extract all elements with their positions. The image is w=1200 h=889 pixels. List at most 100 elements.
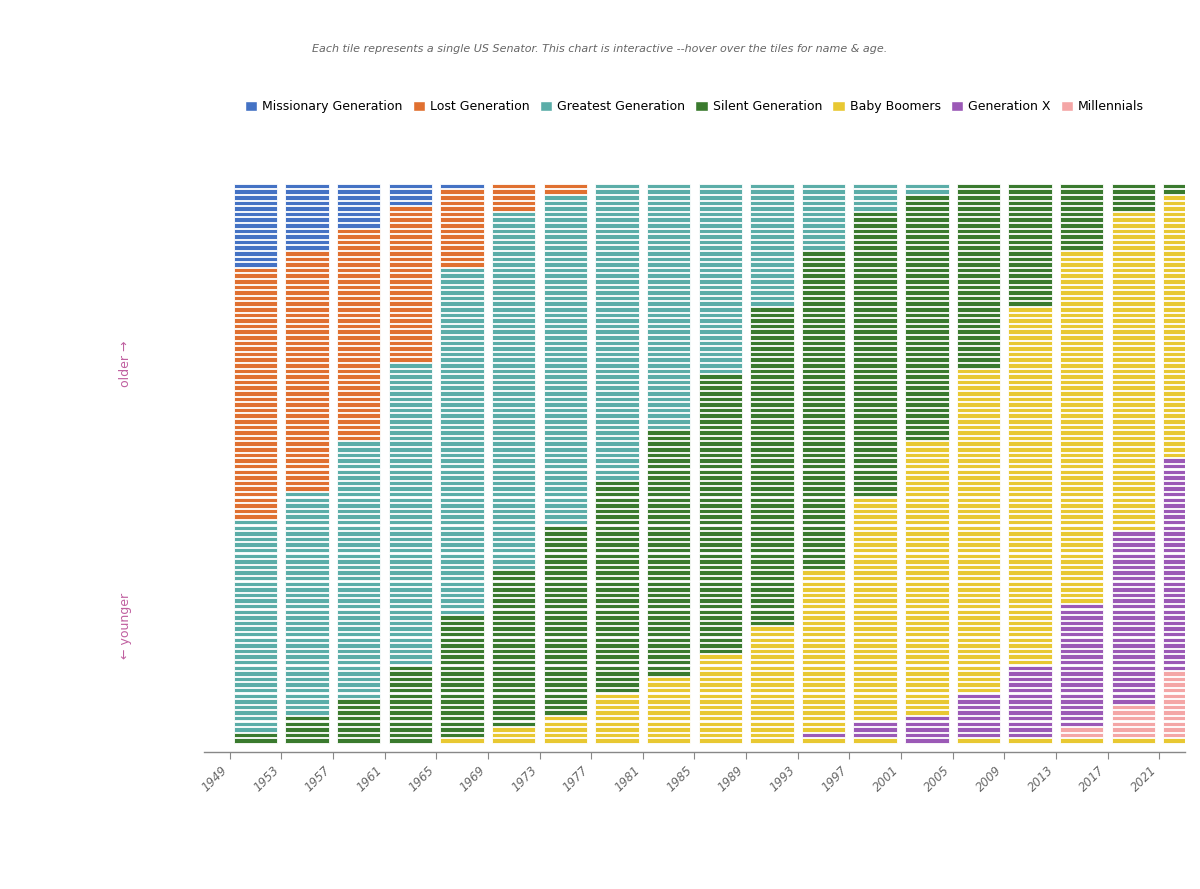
FancyBboxPatch shape <box>647 481 690 485</box>
FancyBboxPatch shape <box>337 352 380 356</box>
FancyBboxPatch shape <box>1008 593 1051 597</box>
FancyBboxPatch shape <box>234 223 277 228</box>
FancyBboxPatch shape <box>1163 257 1200 261</box>
FancyBboxPatch shape <box>1008 581 1051 586</box>
FancyBboxPatch shape <box>492 571 535 575</box>
FancyBboxPatch shape <box>492 621 535 625</box>
FancyBboxPatch shape <box>234 615 277 620</box>
FancyBboxPatch shape <box>337 340 380 345</box>
FancyBboxPatch shape <box>440 235 484 239</box>
FancyBboxPatch shape <box>802 296 845 300</box>
FancyBboxPatch shape <box>698 340 742 345</box>
FancyBboxPatch shape <box>337 654 380 659</box>
FancyBboxPatch shape <box>698 425 742 429</box>
FancyBboxPatch shape <box>698 693 742 698</box>
FancyBboxPatch shape <box>337 419 380 423</box>
FancyBboxPatch shape <box>1163 716 1200 720</box>
FancyBboxPatch shape <box>853 245 896 250</box>
FancyBboxPatch shape <box>1008 666 1051 670</box>
FancyBboxPatch shape <box>802 279 845 284</box>
FancyBboxPatch shape <box>698 688 742 693</box>
FancyBboxPatch shape <box>1111 610 1156 614</box>
FancyBboxPatch shape <box>492 688 535 693</box>
FancyBboxPatch shape <box>956 430 1000 435</box>
FancyBboxPatch shape <box>1008 228 1051 233</box>
FancyBboxPatch shape <box>286 301 329 306</box>
FancyBboxPatch shape <box>1111 576 1156 581</box>
FancyBboxPatch shape <box>802 739 845 743</box>
FancyBboxPatch shape <box>802 195 845 199</box>
FancyBboxPatch shape <box>234 245 277 250</box>
FancyBboxPatch shape <box>1060 537 1104 541</box>
FancyBboxPatch shape <box>647 565 690 569</box>
FancyBboxPatch shape <box>698 279 742 284</box>
FancyBboxPatch shape <box>802 716 845 720</box>
FancyBboxPatch shape <box>1060 587 1104 591</box>
FancyBboxPatch shape <box>595 604 638 608</box>
FancyBboxPatch shape <box>544 413 587 418</box>
FancyBboxPatch shape <box>337 492 380 496</box>
FancyBboxPatch shape <box>647 352 690 356</box>
FancyBboxPatch shape <box>905 525 948 530</box>
FancyBboxPatch shape <box>1163 403 1200 407</box>
FancyBboxPatch shape <box>389 481 432 485</box>
FancyBboxPatch shape <box>1060 340 1104 345</box>
FancyBboxPatch shape <box>286 396 329 401</box>
FancyBboxPatch shape <box>1111 565 1156 569</box>
FancyBboxPatch shape <box>440 677 484 681</box>
FancyBboxPatch shape <box>698 515 742 519</box>
FancyBboxPatch shape <box>1060 442 1104 446</box>
FancyBboxPatch shape <box>286 481 329 485</box>
FancyBboxPatch shape <box>1008 206 1051 211</box>
FancyBboxPatch shape <box>956 352 1000 356</box>
FancyBboxPatch shape <box>1163 486 1200 491</box>
FancyBboxPatch shape <box>492 559 535 564</box>
FancyBboxPatch shape <box>698 604 742 608</box>
FancyBboxPatch shape <box>595 469 638 474</box>
FancyBboxPatch shape <box>698 637 742 642</box>
FancyBboxPatch shape <box>1008 503 1051 508</box>
FancyBboxPatch shape <box>234 683 277 687</box>
FancyBboxPatch shape <box>1111 274 1156 278</box>
FancyBboxPatch shape <box>286 705 329 709</box>
FancyBboxPatch shape <box>440 509 484 513</box>
FancyBboxPatch shape <box>905 201 948 205</box>
FancyBboxPatch shape <box>544 313 587 317</box>
FancyBboxPatch shape <box>595 301 638 306</box>
FancyBboxPatch shape <box>544 352 587 356</box>
FancyBboxPatch shape <box>389 537 432 541</box>
FancyBboxPatch shape <box>234 739 277 743</box>
FancyBboxPatch shape <box>956 710 1000 715</box>
FancyBboxPatch shape <box>1163 520 1200 525</box>
FancyBboxPatch shape <box>389 459 432 463</box>
FancyBboxPatch shape <box>647 683 690 687</box>
FancyBboxPatch shape <box>234 699 277 703</box>
FancyBboxPatch shape <box>544 453 587 457</box>
FancyBboxPatch shape <box>389 430 432 435</box>
FancyBboxPatch shape <box>544 571 587 575</box>
FancyBboxPatch shape <box>234 274 277 278</box>
FancyBboxPatch shape <box>1008 307 1051 311</box>
FancyBboxPatch shape <box>1163 699 1200 703</box>
FancyBboxPatch shape <box>544 408 587 412</box>
FancyBboxPatch shape <box>286 369 329 373</box>
FancyBboxPatch shape <box>286 666 329 670</box>
FancyBboxPatch shape <box>1060 733 1104 737</box>
FancyBboxPatch shape <box>544 374 587 379</box>
FancyBboxPatch shape <box>1111 509 1156 513</box>
FancyBboxPatch shape <box>956 301 1000 306</box>
FancyBboxPatch shape <box>492 654 535 659</box>
FancyBboxPatch shape <box>440 581 484 586</box>
FancyBboxPatch shape <box>234 442 277 446</box>
FancyBboxPatch shape <box>440 710 484 715</box>
FancyBboxPatch shape <box>595 459 638 463</box>
FancyBboxPatch shape <box>802 699 845 703</box>
FancyBboxPatch shape <box>802 184 845 188</box>
FancyBboxPatch shape <box>905 699 948 703</box>
FancyBboxPatch shape <box>1111 671 1156 676</box>
FancyBboxPatch shape <box>750 469 793 474</box>
FancyBboxPatch shape <box>853 660 896 664</box>
FancyBboxPatch shape <box>337 722 380 726</box>
FancyBboxPatch shape <box>647 380 690 384</box>
FancyBboxPatch shape <box>286 386 329 390</box>
